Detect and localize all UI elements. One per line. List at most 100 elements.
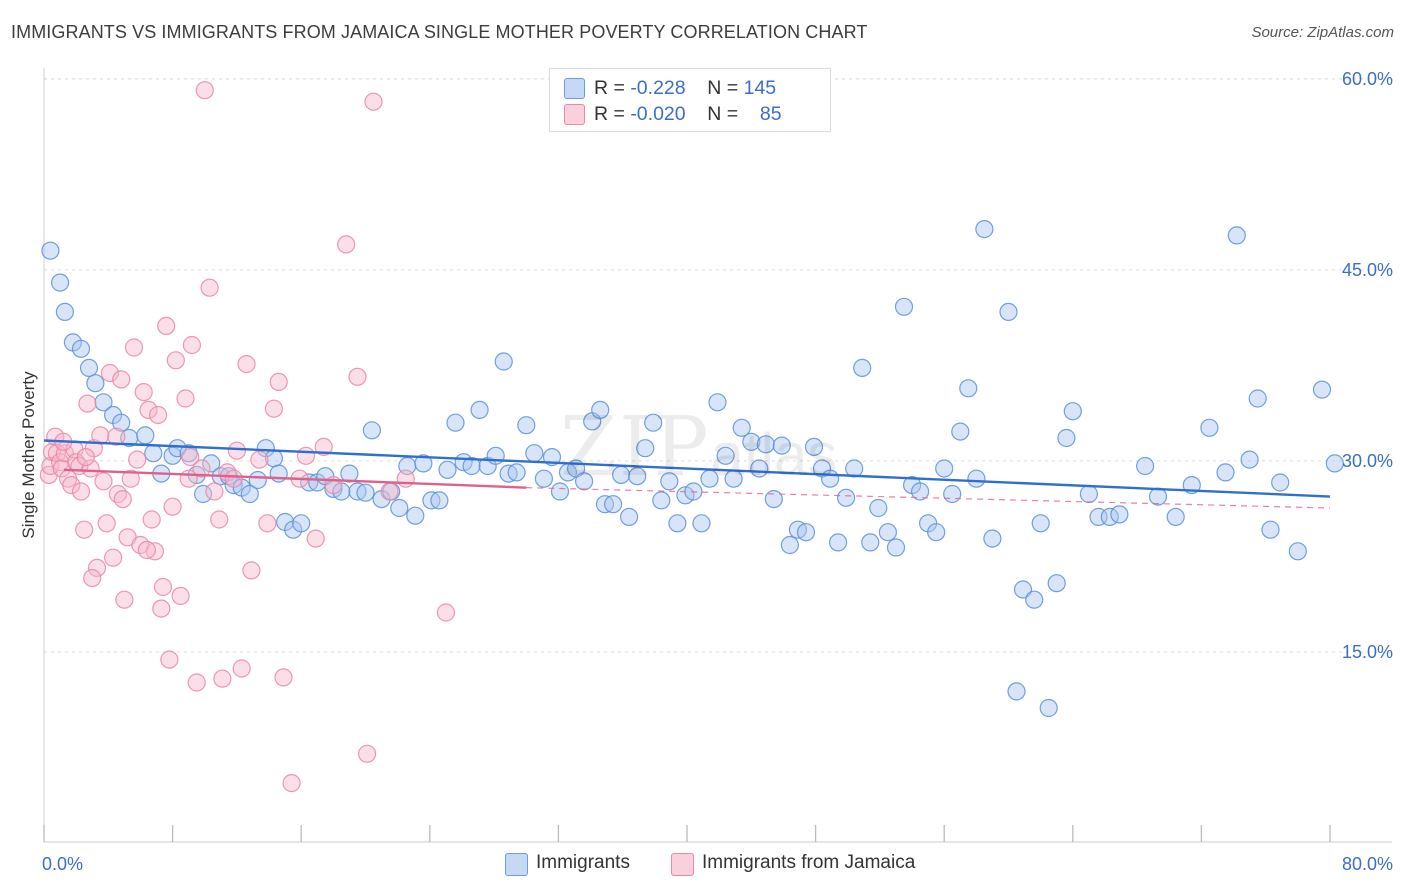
legend-swatch-jamaica xyxy=(564,104,585,125)
jamaica-point-52 xyxy=(210,510,229,529)
immigrants-point-75 xyxy=(644,413,663,432)
immigrants-point-110 xyxy=(927,523,946,542)
jamaica-point-13 xyxy=(71,482,91,501)
jamaica-point-68 xyxy=(314,437,333,456)
immigrants-point-143 xyxy=(1312,380,1332,399)
jamaica-point-73 xyxy=(364,92,383,111)
jamaica-point-82 xyxy=(153,577,173,597)
jamaica-point-58 xyxy=(242,561,261,580)
trend-line-jamaica xyxy=(63,468,527,489)
jamaica-point-67 xyxy=(306,529,325,548)
jamaica-point-78 xyxy=(137,540,156,560)
jamaica-point-64 xyxy=(282,773,301,793)
immigrants-point-103 xyxy=(869,498,888,518)
jamaica-point-59 xyxy=(250,450,269,469)
immigrants-point-122 xyxy=(1031,514,1050,533)
immigrants-point-83 xyxy=(708,393,727,412)
immigrants-point-116 xyxy=(975,220,994,239)
y-tick-label-3: 60.0% xyxy=(1342,69,1393,89)
jamaica-point-77 xyxy=(83,568,102,588)
jamaica-point-81 xyxy=(113,490,132,509)
jamaica-point-43 xyxy=(171,586,190,606)
jamaica-point-70 xyxy=(337,235,356,254)
jamaica-point-18 xyxy=(87,558,107,578)
immigrants-point-72 xyxy=(619,507,639,527)
jamaica-point-75 xyxy=(396,469,415,488)
immigrants-point-49 xyxy=(438,460,457,479)
immigrants-point-70 xyxy=(603,495,623,514)
immigrants-point-84 xyxy=(716,446,735,465)
jamaica-point-47 xyxy=(187,673,206,692)
jamaica-point-9 xyxy=(62,476,81,495)
jamaica-point-38 xyxy=(152,599,171,618)
jamaica-point-63 xyxy=(274,668,293,687)
immigrants-point-74 xyxy=(636,439,655,458)
immigrants-point-66 xyxy=(574,472,594,491)
immigrants-point-4 xyxy=(71,339,91,358)
jamaica-point-25 xyxy=(108,484,128,504)
jamaica-points xyxy=(39,81,455,793)
legend-swatch-immigrants xyxy=(505,853,528,876)
immigrants-point-48 xyxy=(430,491,449,510)
jamaica-point-76 xyxy=(436,603,455,622)
jamaica-point-72 xyxy=(358,744,377,763)
jamaica-point-23 xyxy=(103,548,123,567)
immigrants-point-39 xyxy=(356,483,375,502)
immigrants-point-18 xyxy=(194,484,213,504)
trend-line-jamaica-extension xyxy=(526,487,1331,509)
jamaica-point-60 xyxy=(258,514,277,533)
immigrants-point-24 xyxy=(240,484,259,504)
jamaica-point-55 xyxy=(224,469,243,488)
immigrants-point-108 xyxy=(910,482,930,501)
immigrants-point-89 xyxy=(756,435,775,454)
jamaica-point-26 xyxy=(112,370,131,389)
immigrants-point-87 xyxy=(742,432,761,451)
immigrants-point-99 xyxy=(836,488,856,507)
n-value-immigrants: 145 xyxy=(743,77,777,99)
y-tick-labels: 15.0% 30.0% 45.0% 60.0% xyxy=(1342,69,1393,662)
immigrants-point-123 xyxy=(1039,698,1058,718)
trend-line-immigrants xyxy=(43,439,1331,498)
immigrants-points xyxy=(41,220,1344,718)
x-tick-label-max: 80.0% xyxy=(1342,854,1393,874)
jamaica-point-22 xyxy=(100,363,120,383)
immigrants-point-105 xyxy=(886,538,906,557)
n-value-jamaica: 85 xyxy=(759,103,782,125)
immigrants-point-140 xyxy=(1261,520,1280,539)
immigrants-point-2 xyxy=(55,302,75,321)
immigrants-point-141 xyxy=(1271,473,1290,492)
immigrants-point-6 xyxy=(86,374,105,393)
immigrants-point-1 xyxy=(50,273,70,292)
immigrants-point-58 xyxy=(507,463,526,482)
jamaica-point-16 xyxy=(81,459,100,478)
immigrants-point-121 xyxy=(1025,590,1044,609)
immigrants-point-63 xyxy=(550,482,570,501)
immigrants-point-104 xyxy=(878,523,898,542)
immigrants-point-15 xyxy=(168,439,187,458)
y-axis-label: Single Mother Poverty xyxy=(19,371,38,539)
immigrants-point-68 xyxy=(591,400,610,419)
jamaica-point-27 xyxy=(115,590,134,609)
immigrants-point-81 xyxy=(692,514,711,533)
jamaica-point-44 xyxy=(176,389,195,408)
immigrants-point-59 xyxy=(517,416,536,435)
jamaica-point-84 xyxy=(227,441,246,460)
immigrants-point-78 xyxy=(668,514,687,533)
jamaica-point-15 xyxy=(78,394,97,413)
jamaica-point-30 xyxy=(124,338,144,357)
jamaica-point-40 xyxy=(160,650,179,669)
immigrants-point-19 xyxy=(202,454,221,473)
jamaica-point-49 xyxy=(195,81,214,100)
jamaica-point-35 xyxy=(142,510,161,529)
immigrants-point-40 xyxy=(362,421,381,440)
immigrants-point-7 xyxy=(94,393,113,412)
jamaica-point-56 xyxy=(232,659,251,678)
jamaica-point-51 xyxy=(205,482,224,501)
jamaica-point-50 xyxy=(200,278,219,297)
jamaica-point-14 xyxy=(75,520,94,539)
immigrants-point-53 xyxy=(470,400,489,419)
immigrants-point-126 xyxy=(1063,402,1082,421)
immigrants-point-130 xyxy=(1110,505,1129,524)
immigrants-point-60 xyxy=(525,444,544,463)
immigrants-point-113 xyxy=(951,422,970,441)
